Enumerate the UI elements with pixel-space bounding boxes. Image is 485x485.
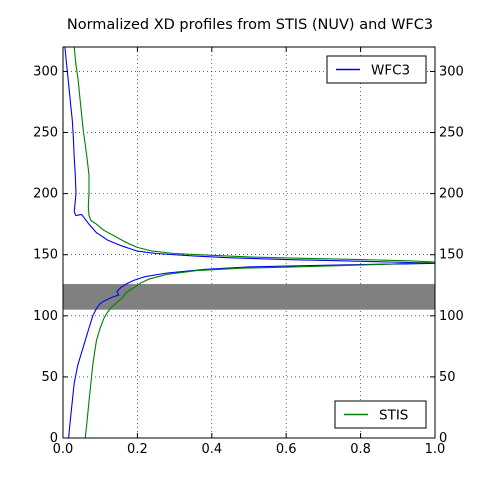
shaded-band bbox=[63, 284, 435, 310]
y-tick-label-right: 100 bbox=[439, 309, 464, 324]
chart-title: Normalized XD profiles from STIS (NUV) a… bbox=[67, 17, 433, 33]
y-tick-label-right: 0 bbox=[439, 431, 447, 446]
y-tick-label-left: 0 bbox=[50, 431, 58, 446]
x-tick-label: 0.4 bbox=[201, 442, 222, 457]
x-tick-label: 0.8 bbox=[350, 442, 371, 457]
y-tick-label-left: 50 bbox=[41, 370, 58, 385]
y-tick-label-right: 250 bbox=[439, 126, 464, 141]
y-tick-label-left: 200 bbox=[33, 187, 58, 202]
series-lines bbox=[64, 46, 436, 439]
x-tick-label: 0.6 bbox=[276, 442, 297, 457]
x-tick-label: 0.2 bbox=[127, 442, 148, 457]
series-line-wfc3 bbox=[64, 46, 436, 439]
legend-label: STIS bbox=[379, 408, 408, 424]
y-tick-label-right: 200 bbox=[439, 187, 464, 202]
plot-frame bbox=[62, 46, 436, 439]
y-tick-label-left: 300 bbox=[33, 64, 58, 79]
y-tick-label-right: 300 bbox=[439, 64, 464, 79]
legend-box bbox=[334, 400, 427, 429]
y-tick-label-left: 150 bbox=[33, 248, 58, 263]
legend-label: WFC3 bbox=[371, 63, 410, 79]
y-tick-label-right: 150 bbox=[439, 248, 464, 263]
x-tick-label: 1.0 bbox=[425, 442, 446, 457]
series-line-stis bbox=[73, 46, 436, 439]
y-tick-label-right: 50 bbox=[439, 370, 456, 385]
legends: WFC3 STIS bbox=[326, 55, 427, 429]
x-tick-label: 0.0 bbox=[53, 442, 74, 457]
y-tick-label-left: 100 bbox=[33, 309, 58, 324]
y-tick-label-left: 250 bbox=[33, 126, 58, 141]
plot-background bbox=[63, 47, 435, 438]
